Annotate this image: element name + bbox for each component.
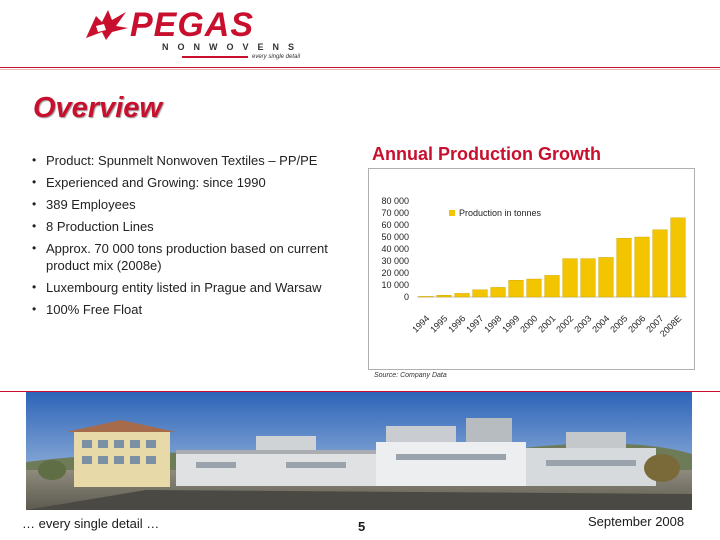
bar-2007 xyxy=(652,229,668,298)
bar-2003 xyxy=(580,258,596,298)
bar-2004 xyxy=(598,257,614,298)
logo-wordmark: PEGAS xyxy=(130,6,255,44)
page-number: 5 xyxy=(358,519,366,534)
bar-1996 xyxy=(454,293,470,298)
pegasus-logo-icon xyxy=(86,10,128,40)
footer-date: September 2008 xyxy=(588,514,685,529)
y-tick-label: 10 000 xyxy=(381,280,409,290)
x-tick-label: 1997 xyxy=(464,313,485,334)
x-tick-label: 1994 xyxy=(410,313,431,334)
bar-1994 xyxy=(418,296,434,298)
legend-label: Production in tonnes xyxy=(459,208,542,218)
bar-2002 xyxy=(562,258,578,298)
x-tick-label: 2002 xyxy=(554,313,575,334)
header-divider-shadow xyxy=(0,69,720,70)
bullet-item: Approx. 70 000 tons production based on … xyxy=(30,240,350,274)
x-tick-label: 1996 xyxy=(446,313,467,334)
legend-swatch xyxy=(449,210,455,216)
logo-subtitle: NONWOVENS xyxy=(162,42,304,52)
bullet-item: Luxembourg entity listed in Prague and W… xyxy=(30,279,350,296)
x-tick-label: 2004 xyxy=(590,313,611,334)
x-tick-label: 2000 xyxy=(518,313,539,334)
x-tick-label: 2003 xyxy=(572,313,593,334)
y-tick-label: 40 000 xyxy=(381,244,409,254)
x-tick-label: 2006 xyxy=(626,313,647,334)
bar-2005 xyxy=(616,237,632,298)
y-tick-label: 80 000 xyxy=(381,196,409,206)
photo-divider xyxy=(0,391,720,392)
chart-title: Annual Production Growth xyxy=(372,144,601,164)
x-tick-label: 1998 xyxy=(482,313,503,334)
bar-2006 xyxy=(634,236,650,298)
x-tick-label: 2005 xyxy=(608,313,629,334)
y-tick-label: 0 xyxy=(404,292,409,302)
y-tick-label: 30 000 xyxy=(381,256,409,266)
x-tick-label: 1999 xyxy=(500,313,521,334)
slide-title: Overview xyxy=(33,92,162,124)
chart-source: Source: Company Data xyxy=(374,372,447,379)
y-tick-label: 60 000 xyxy=(381,220,409,230)
bar-1999 xyxy=(508,279,524,298)
bar-1997 xyxy=(472,289,488,298)
bullet-item: 8 Production Lines xyxy=(30,218,350,235)
bullet-item: 100% Free Float xyxy=(30,301,350,318)
bar-2008E xyxy=(670,217,686,298)
company-logo: PEGAS NONWOVENS every single detail xyxy=(82,6,312,64)
bullet-item: Experienced and Growing: since 1990 xyxy=(30,174,350,191)
y-tick-label: 20 000 xyxy=(381,268,409,278)
production-chart: 80 000 70 000 60 000 50 000 40 000 30 000 20 0… xyxy=(368,168,695,370)
bullet-item: 389 Employees xyxy=(30,196,350,213)
bar-2001 xyxy=(544,275,560,298)
bar-2000 xyxy=(526,278,542,298)
y-tick-label: 70 000 xyxy=(381,208,409,218)
x-tick-label: 1995 xyxy=(428,313,449,334)
bullet-list: Product: Spunmelt Nonwoven Textiles – PP… xyxy=(30,152,350,323)
logo-rule xyxy=(182,56,248,58)
factory-photo xyxy=(26,392,692,510)
x-tick-label: 2001 xyxy=(536,313,557,334)
bar-1998 xyxy=(490,287,506,298)
bullet-item: Product: Spunmelt Nonwoven Textiles – PP… xyxy=(30,152,350,169)
chart-canvas: 80 000 70 000 60 000 50 000 40 000 30 000 20 0… xyxy=(381,196,687,339)
logo-tagline: every single detail xyxy=(252,54,301,60)
bar-1995 xyxy=(436,294,452,298)
y-tick-label: 50 000 xyxy=(381,232,409,242)
header-divider xyxy=(0,67,720,68)
footer-tagline: … every single detail … xyxy=(22,516,160,531)
